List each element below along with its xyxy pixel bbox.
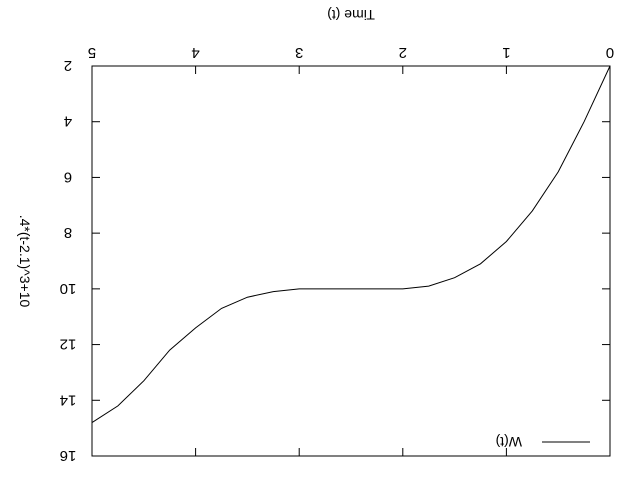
y-tick-label: 12	[60, 336, 77, 353]
y-tick-label: 4	[64, 113, 72, 130]
y-tick-label: 8	[64, 224, 72, 241]
y-tick-label: 14	[60, 391, 77, 408]
y-tick-label: 16	[60, 447, 77, 464]
x-axis-ticks: 0 1 2 3 4 5	[88, 44, 614, 456]
legend: W(t)	[496, 434, 590, 450]
y-axis-title: .4*(t-2.1)^3+10	[17, 215, 33, 308]
y-axis-ticks: 2 4 6 8 10 12 14 16	[60, 57, 610, 464]
y-tick-label: 2	[64, 57, 72, 74]
series-layer	[91, 65, 611, 424]
x-tick-label: 1	[502, 44, 510, 61]
y-tick-label: 6	[64, 168, 72, 185]
legend-label: W(t)	[496, 434, 522, 450]
plot-frame	[91, 65, 611, 457]
x-tick-label: 5	[88, 44, 96, 61]
x-axis-title: Time (t)	[327, 7, 375, 23]
x-tick-label: 3	[295, 44, 303, 61]
series-line	[91, 65, 611, 424]
x-tick-label: 2	[399, 44, 407, 61]
x-tick-label: 0	[606, 44, 614, 61]
x-tick-label: 4	[191, 44, 199, 61]
y-tick-label: 10	[60, 280, 77, 297]
